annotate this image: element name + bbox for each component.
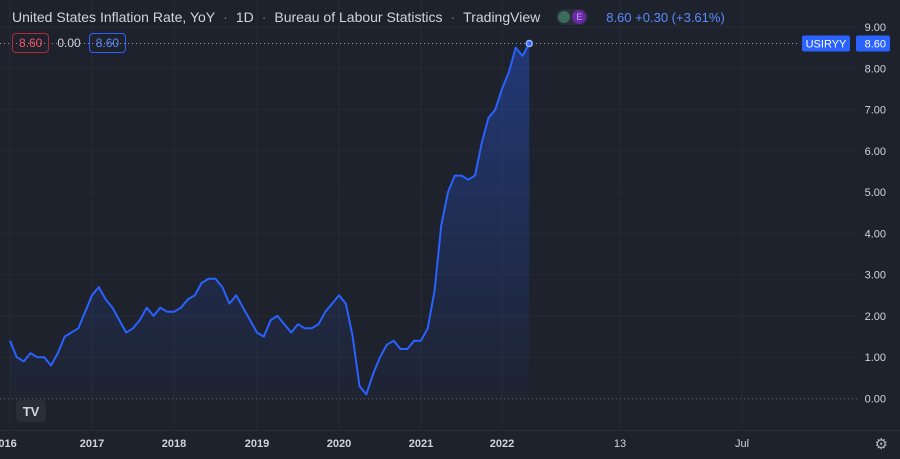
- last-price: 8.60 +0.30 (+3.61%): [606, 10, 725, 25]
- separator-dot: ·: [223, 9, 228, 25]
- symbol-tag-label: USIRYY: [806, 39, 847, 51]
- change-value: +0.30 (+3.61%): [635, 9, 725, 25]
- last-point-marker: [525, 39, 534, 48]
- separator-dot: ·: [450, 9, 456, 25]
- y-tick-label: 0.00: [865, 394, 886, 406]
- x-axis-labels: .016 2017 2018 2019 2020 2021 2022 13 Jul: [0, 438, 749, 450]
- price-tag-label: 8.60: [865, 39, 886, 51]
- interval-label[interactable]: 1D: [235, 9, 254, 25]
- separator-dot: ·: [261, 9, 267, 25]
- y-axis-labels: 0.00 1.00 2.00 3.00 4.00 5.00 6.00 7.00 8.00 9.00: [865, 22, 886, 406]
- y-tick-label: 2.00: [865, 311, 886, 323]
- y-tick-label: 4.00: [865, 228, 886, 240]
- chart-annotations: USIRYY 8.60: [0, 35, 890, 400]
- x-tick-label: 2022: [490, 438, 514, 450]
- symbol-tag: [802, 35, 850, 52]
- legend-value-blue: 8.60: [88, 33, 127, 53]
- chart-header: United States Inflation Rate, YoY · 1D ·…: [12, 9, 725, 25]
- x-tick-label: .016: [0, 438, 17, 450]
- price-tag: [856, 35, 890, 52]
- tradingview-logo-icon[interactable]: TV: [16, 400, 46, 422]
- event-badge[interactable]: E: [572, 10, 587, 24]
- last-value: 8.60: [606, 9, 632, 25]
- x-tick-label: Jul: [735, 438, 749, 450]
- series-legend: 8.60 0.00 8.60: [12, 33, 127, 53]
- market-status-icon: [558, 11, 571, 23]
- source-label: Bureau of Labour Statistics: [274, 9, 443, 25]
- legend-value-zero: 0.00: [57, 36, 81, 50]
- x-tick-label: 13: [614, 438, 626, 450]
- x-tick-label: 2017: [80, 438, 104, 450]
- y-tick-label: 9.00: [865, 22, 886, 34]
- x-tick-label: 2019: [245, 438, 269, 450]
- x-tick-label: 2020: [327, 438, 351, 450]
- area-fill: [10, 43, 530, 399]
- gear-icon[interactable]: ⚙: [874, 436, 888, 453]
- y-tick-label: 5.00: [865, 187, 886, 199]
- y-tick-label: 1.00: [865, 352, 886, 364]
- line-path: [9, 43, 531, 396]
- area-path: [10, 43, 530, 399]
- chart-title: United States Inflation Rate, YoY: [12, 9, 216, 25]
- platform-label: TradingView: [463, 9, 541, 25]
- status-pill[interactable]: E: [556, 9, 589, 25]
- x-tick-label: 2018: [162, 438, 186, 450]
- legend-value-red: 8.60: [12, 33, 50, 53]
- x-tick-label: 2021: [409, 438, 433, 450]
- y-tick-label: 6.00: [865, 146, 886, 158]
- y-tick-label: 7.00: [865, 105, 886, 117]
- y-tick-label: 8.00: [865, 63, 886, 75]
- y-tick-label: 3.00: [865, 270, 886, 282]
